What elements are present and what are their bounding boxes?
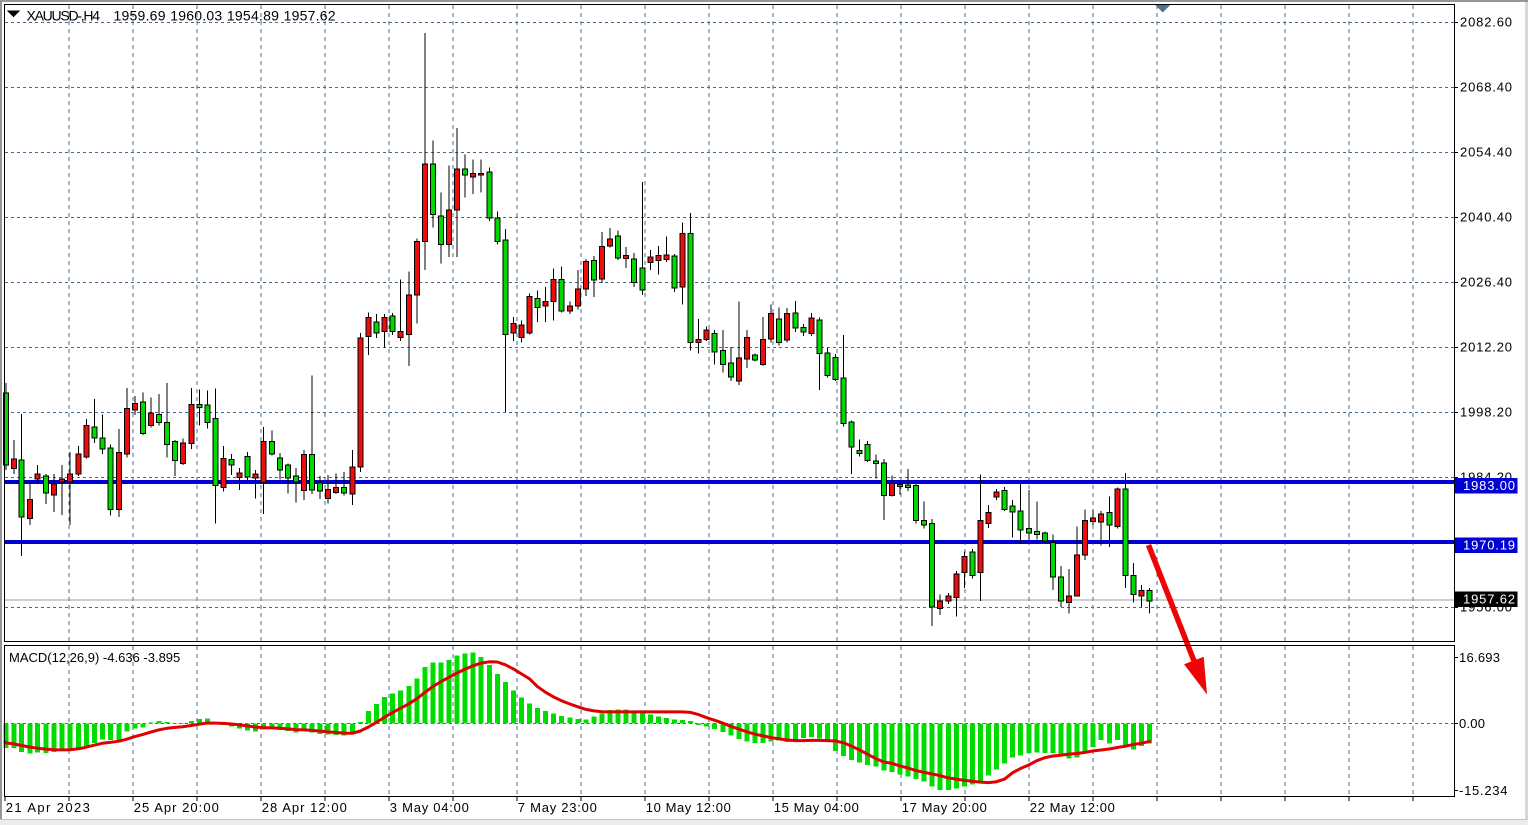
svg-text:15 May 04:00: 15 May 04:00 bbox=[774, 800, 859, 815]
svg-text:3 May 04:00: 3 May 04:00 bbox=[390, 800, 469, 815]
svg-text:10 May 12:00: 10 May 12:00 bbox=[646, 800, 731, 815]
svg-text:1957.62: 1957.62 bbox=[284, 8, 336, 24]
svg-text:17 May 20:00: 17 May 20:00 bbox=[902, 800, 987, 815]
svg-text:MACD(12,26,9) -4.636 -3.895: MACD(12,26,9) -4.636 -3.895 bbox=[9, 650, 180, 665]
svg-text:XAUUSD-,H4: XAUUSD-,H4 bbox=[27, 8, 101, 24]
svg-text:2054.40: 2054.40 bbox=[1460, 145, 1512, 160]
svg-text:1954.89: 1954.89 bbox=[227, 8, 279, 24]
svg-text:2082.60: 2082.60 bbox=[1460, 15, 1512, 30]
svg-text:0.00: 0.00 bbox=[1459, 716, 1485, 731]
svg-text:7 May 23:00: 7 May 23:00 bbox=[518, 800, 597, 815]
svg-text:-15.234: -15.234 bbox=[1459, 783, 1508, 798]
svg-text:2040.40: 2040.40 bbox=[1460, 210, 1512, 225]
svg-text:1957.62: 1957.62 bbox=[1463, 591, 1515, 606]
svg-text:28 Apr 12:00: 28 Apr 12:00 bbox=[262, 800, 347, 815]
svg-text:1998.20: 1998.20 bbox=[1460, 405, 1512, 420]
svg-text:22 May 12:00: 22 May 12:00 bbox=[1030, 800, 1115, 815]
svg-text:2068.40: 2068.40 bbox=[1460, 80, 1512, 95]
svg-text:2026.40: 2026.40 bbox=[1460, 275, 1512, 290]
svg-text:1959.69: 1959.69 bbox=[114, 8, 166, 24]
svg-text:2012.20: 2012.20 bbox=[1460, 340, 1512, 355]
svg-text:1970.19: 1970.19 bbox=[1463, 537, 1515, 552]
svg-text:25 Apr 20:00: 25 Apr 20:00 bbox=[134, 800, 219, 815]
svg-text:21 Apr 2023: 21 Apr 2023 bbox=[6, 800, 90, 815]
svg-text:1983.00: 1983.00 bbox=[1463, 478, 1515, 493]
svg-text:1960.03: 1960.03 bbox=[170, 8, 222, 24]
svg-text:16.693: 16.693 bbox=[1459, 650, 1500, 665]
